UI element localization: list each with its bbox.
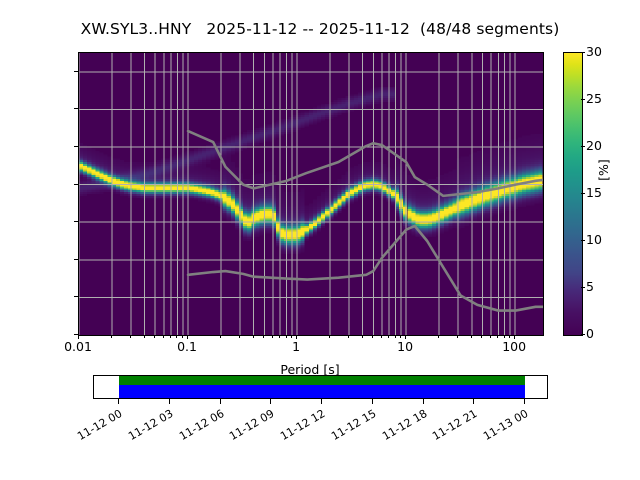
x-tick-label: 0.1 xyxy=(177,339,197,354)
colorbar-tick-mark xyxy=(581,193,585,194)
x-tick-mark xyxy=(405,335,407,339)
x-minor-tick-mark xyxy=(170,335,172,338)
x-tick-label: 100 xyxy=(502,339,527,354)
colorbar-tick-mark xyxy=(581,334,585,335)
timeline-tick-label: 11-12 15 xyxy=(328,407,379,443)
timeline-data-bar xyxy=(119,376,525,385)
timeline-tick-label: 11-12 06 xyxy=(176,407,226,443)
timeline-ppsd-bar xyxy=(119,385,525,398)
x-tick-label: 1 xyxy=(292,339,301,354)
x-minor-tick-mark xyxy=(110,335,112,338)
x-minor-tick-mark xyxy=(394,335,396,338)
x-minor-tick-mark xyxy=(361,335,363,338)
x-minor-tick-mark xyxy=(176,335,178,338)
noise-model-curves xyxy=(186,129,543,312)
gridlines xyxy=(79,53,543,335)
x-tick-mark xyxy=(296,335,298,339)
colorbar-tick-label: 5 xyxy=(586,279,594,294)
timeline-coverage-axes[interactable] xyxy=(93,375,548,399)
timeline-tick-label: 11-12 21 xyxy=(430,407,480,443)
x-minor-tick-mark xyxy=(291,335,293,338)
timeline-tick-label: 11-12 09 xyxy=(227,407,277,443)
x-minor-tick-mark xyxy=(154,335,156,338)
x-tick-label: 10 xyxy=(397,339,414,354)
x-minor-tick-mark xyxy=(400,335,402,338)
colorbar-tick-mark xyxy=(581,99,585,100)
y-tick-mark xyxy=(74,146,78,147)
colorbar-tick-mark xyxy=(581,240,585,241)
x-tick-mark xyxy=(514,335,516,339)
timeline-tick-mark xyxy=(168,399,170,404)
x-minor-tick-mark xyxy=(162,335,164,338)
timeline-tick-mark xyxy=(524,399,525,404)
colorbar-tick-label: 10 xyxy=(586,232,602,247)
ppsd-heatmap-axes[interactable] xyxy=(78,52,544,336)
x-minor-tick-mark xyxy=(489,335,491,338)
timeline-tick-mark xyxy=(270,399,272,404)
x-minor-tick-mark xyxy=(372,335,374,338)
x-tick-label: 0.01 xyxy=(64,339,92,354)
colorbar-tick-label: 20 xyxy=(586,138,602,153)
x-minor-tick-mark xyxy=(239,335,241,338)
x-minor-tick-mark xyxy=(143,335,145,338)
timeline-tick-label: 11-12 00 xyxy=(75,407,125,443)
x-axis-label: Period [s] xyxy=(280,362,340,377)
x-tick-mark xyxy=(187,335,189,339)
x-minor-tick-mark xyxy=(380,335,382,338)
timeline-tick-label: 11-12 12 xyxy=(278,407,328,443)
x-minor-tick-mark xyxy=(271,335,273,338)
timeline-tick-mark xyxy=(422,399,424,404)
y-tick-mark xyxy=(74,296,78,298)
timeline-tick-mark xyxy=(321,399,322,404)
timeline-tick-mark xyxy=(118,399,119,404)
colorbar-tick-label: 0 xyxy=(586,326,594,341)
x-minor-tick-mark xyxy=(470,335,472,338)
y-tick-mark xyxy=(74,221,78,223)
colorbar-tick-label: 25 xyxy=(586,91,602,106)
x-minor-tick-mark xyxy=(481,335,483,338)
colorbar-tick-label: 15 xyxy=(586,185,602,200)
colorbar-tick-mark xyxy=(581,146,585,147)
x-tick-mark xyxy=(78,335,79,339)
x-minor-tick-mark xyxy=(252,335,254,338)
x-minor-tick-mark xyxy=(497,335,499,338)
x-minor-tick-mark xyxy=(219,335,221,338)
colorbar-tick-mark xyxy=(581,287,585,288)
timeline-tick-mark xyxy=(473,399,475,404)
y-tick-mark xyxy=(74,70,78,72)
timeline-tick-label: 11-13 00 xyxy=(481,407,531,443)
timeline-tick-mark xyxy=(371,399,373,404)
x-minor-tick-mark xyxy=(182,335,184,338)
x-minor-tick-mark xyxy=(457,335,459,338)
figure-title: XW.SYL3..HNY 2025-11-12 -- 2025-11-12 (4… xyxy=(80,20,560,38)
x-minor-tick-mark xyxy=(130,335,132,338)
ppsd-heatmap-canvas xyxy=(79,53,543,335)
x-minor-tick-mark xyxy=(328,335,330,338)
noise-model-curve xyxy=(186,224,543,312)
colorbar[interactable] xyxy=(563,52,583,336)
y-tick-mark xyxy=(74,334,78,335)
y-tick-mark xyxy=(74,183,78,185)
x-minor-tick-mark xyxy=(263,335,265,338)
x-minor-tick-mark xyxy=(437,335,439,338)
noise-model-curve xyxy=(186,129,543,198)
timeline-tick-mark xyxy=(219,399,221,404)
y-tick-mark xyxy=(74,258,78,260)
colorbar-tick-mark xyxy=(581,52,585,53)
x-minor-tick-mark xyxy=(348,335,350,338)
x-minor-tick-mark xyxy=(509,335,511,338)
x-minor-tick-mark xyxy=(503,335,505,338)
y-tick-mark xyxy=(74,108,78,110)
colorbar-tick-label: 30 xyxy=(586,44,602,59)
x-minor-tick-mark xyxy=(285,335,287,338)
x-minor-tick-mark xyxy=(388,335,390,338)
timeline-tick-label: 11-12 03 xyxy=(125,407,176,443)
x-minor-tick-mark xyxy=(279,335,281,338)
timeline-tick-label: 11-12 18 xyxy=(379,407,429,443)
